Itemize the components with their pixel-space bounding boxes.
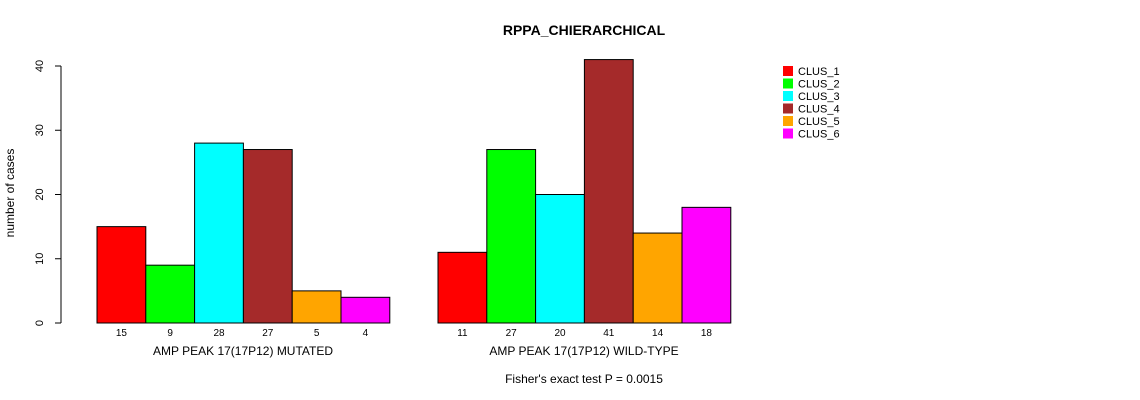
bars bbox=[96, 59, 732, 324]
legend-label: CLUS_4 bbox=[798, 104, 840, 116]
legend-swatch bbox=[783, 128, 793, 139]
count-label: 5 bbox=[314, 328, 320, 339]
bar-clus-2-group-1 bbox=[145, 264, 196, 324]
count-label: 27 bbox=[262, 328, 274, 339]
count-label: 14 bbox=[652, 328, 664, 339]
bar-clus-4-group-2 bbox=[583, 59, 634, 324]
count-label: 4 bbox=[363, 328, 369, 339]
y-axis: 0 10 20 30 40 bbox=[34, 60, 62, 326]
y-tick-label: 30 bbox=[34, 124, 46, 136]
count-label: 41 bbox=[603, 328, 615, 339]
count-label: 28 bbox=[213, 328, 225, 339]
bar-clus-2-group-2 bbox=[486, 149, 537, 324]
count-label: 11 bbox=[457, 328, 468, 339]
legend-swatch bbox=[783, 66, 793, 76]
y-tick-label: 10 bbox=[34, 253, 46, 265]
count-label: 9 bbox=[167, 328, 173, 339]
bar-clus-6-group-2 bbox=[681, 206, 732, 324]
legend-label: CLUS_1 bbox=[798, 66, 840, 78]
count-label: 18 bbox=[701, 328, 713, 339]
count-label: 27 bbox=[506, 328, 518, 339]
y-tick-label: 0 bbox=[34, 320, 46, 326]
bar-clus-1-group-2 bbox=[437, 251, 488, 324]
legend-label: CLUS_2 bbox=[798, 79, 840, 91]
bar-clus-3-group-1 bbox=[194, 142, 244, 324]
legend-label: CLUS_3 bbox=[798, 91, 840, 103]
bar-clus-6-group-1 bbox=[340, 296, 391, 324]
y-tick-label: 40 bbox=[34, 60, 46, 72]
legend-swatch bbox=[783, 91, 793, 101]
legend-swatch bbox=[783, 78, 793, 89]
group-label-mutated: AMP PEAK 17(17P12) MUTATED bbox=[153, 344, 333, 358]
y-tick-label: 20 bbox=[34, 188, 46, 200]
count-label: 15 bbox=[116, 328, 128, 339]
group-label-wild-type: AMP PEAK 17(17P12) WILD-TYPE bbox=[489, 344, 678, 358]
chart-title: RPPA_CHIERARCHICAL bbox=[503, 22, 666, 38]
bar-clus-1-group-1 bbox=[96, 226, 147, 324]
count-labels: 15 9 28 27 5 4 11 27 20 41 14 18 bbox=[116, 328, 713, 339]
bar-clus-5-group-2 bbox=[632, 232, 683, 324]
legend-label: CLUS_5 bbox=[798, 116, 840, 128]
bar-clus-5-group-1 bbox=[291, 290, 342, 324]
bar-clus-4-group-1 bbox=[242, 149, 293, 324]
bar-clus-3-group-2 bbox=[535, 194, 585, 324]
fisher-test-footnote: Fisher's exact test P = 0.0015 bbox=[505, 372, 663, 386]
count-label: 20 bbox=[554, 328, 566, 339]
y-axis-label: number of cases bbox=[3, 149, 17, 238]
legend-label: CLUS_6 bbox=[798, 129, 840, 141]
legend-swatch bbox=[783, 116, 793, 126]
legend-swatch bbox=[783, 103, 793, 114]
